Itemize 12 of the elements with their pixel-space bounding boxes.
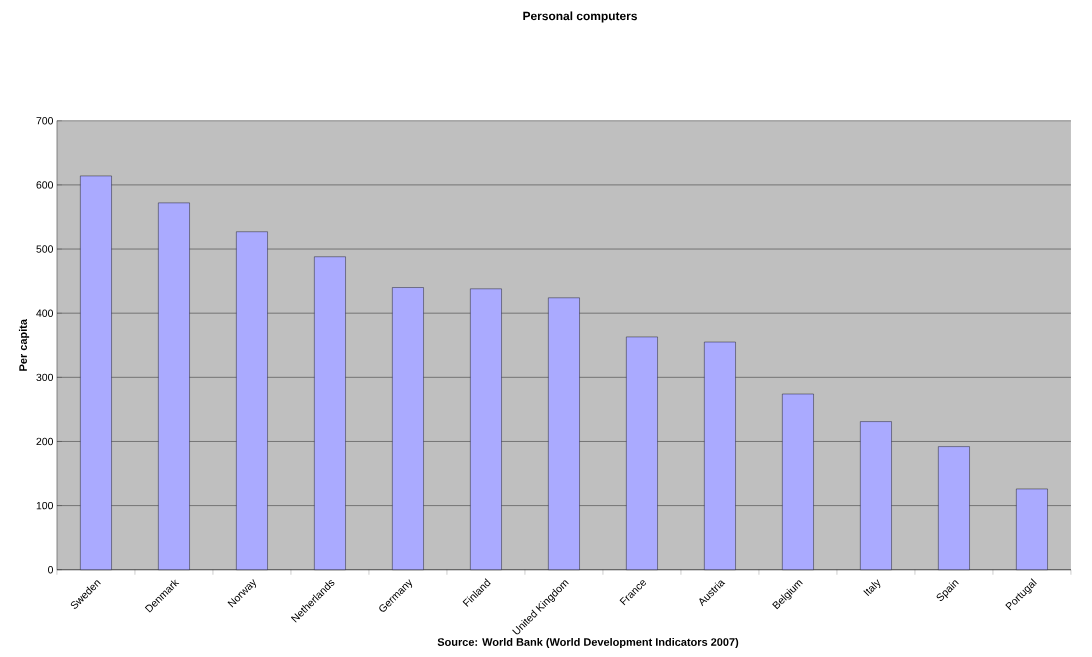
y-tick-label: 500 [36, 245, 54, 253]
y-tick-label: 300 [36, 373, 54, 382]
y-axis-title: Per capita [18, 319, 30, 371]
y-tick-label: 600 [36, 181, 54, 189]
chart-title: Personal computers [523, 11, 637, 23]
y-tick-label: 100 [36, 501, 54, 510]
y-tick-label: 700 [36, 117, 54, 125]
x-tick-label: Italy [863, 579, 881, 597]
y-tick-label: 200 [36, 437, 54, 446]
source-note: Source: World Bank (World Development Indicators 2007) [437, 637, 739, 649]
y-tick-label: 400 [36, 309, 54, 317]
y-tick-label: 0 [48, 566, 54, 574]
